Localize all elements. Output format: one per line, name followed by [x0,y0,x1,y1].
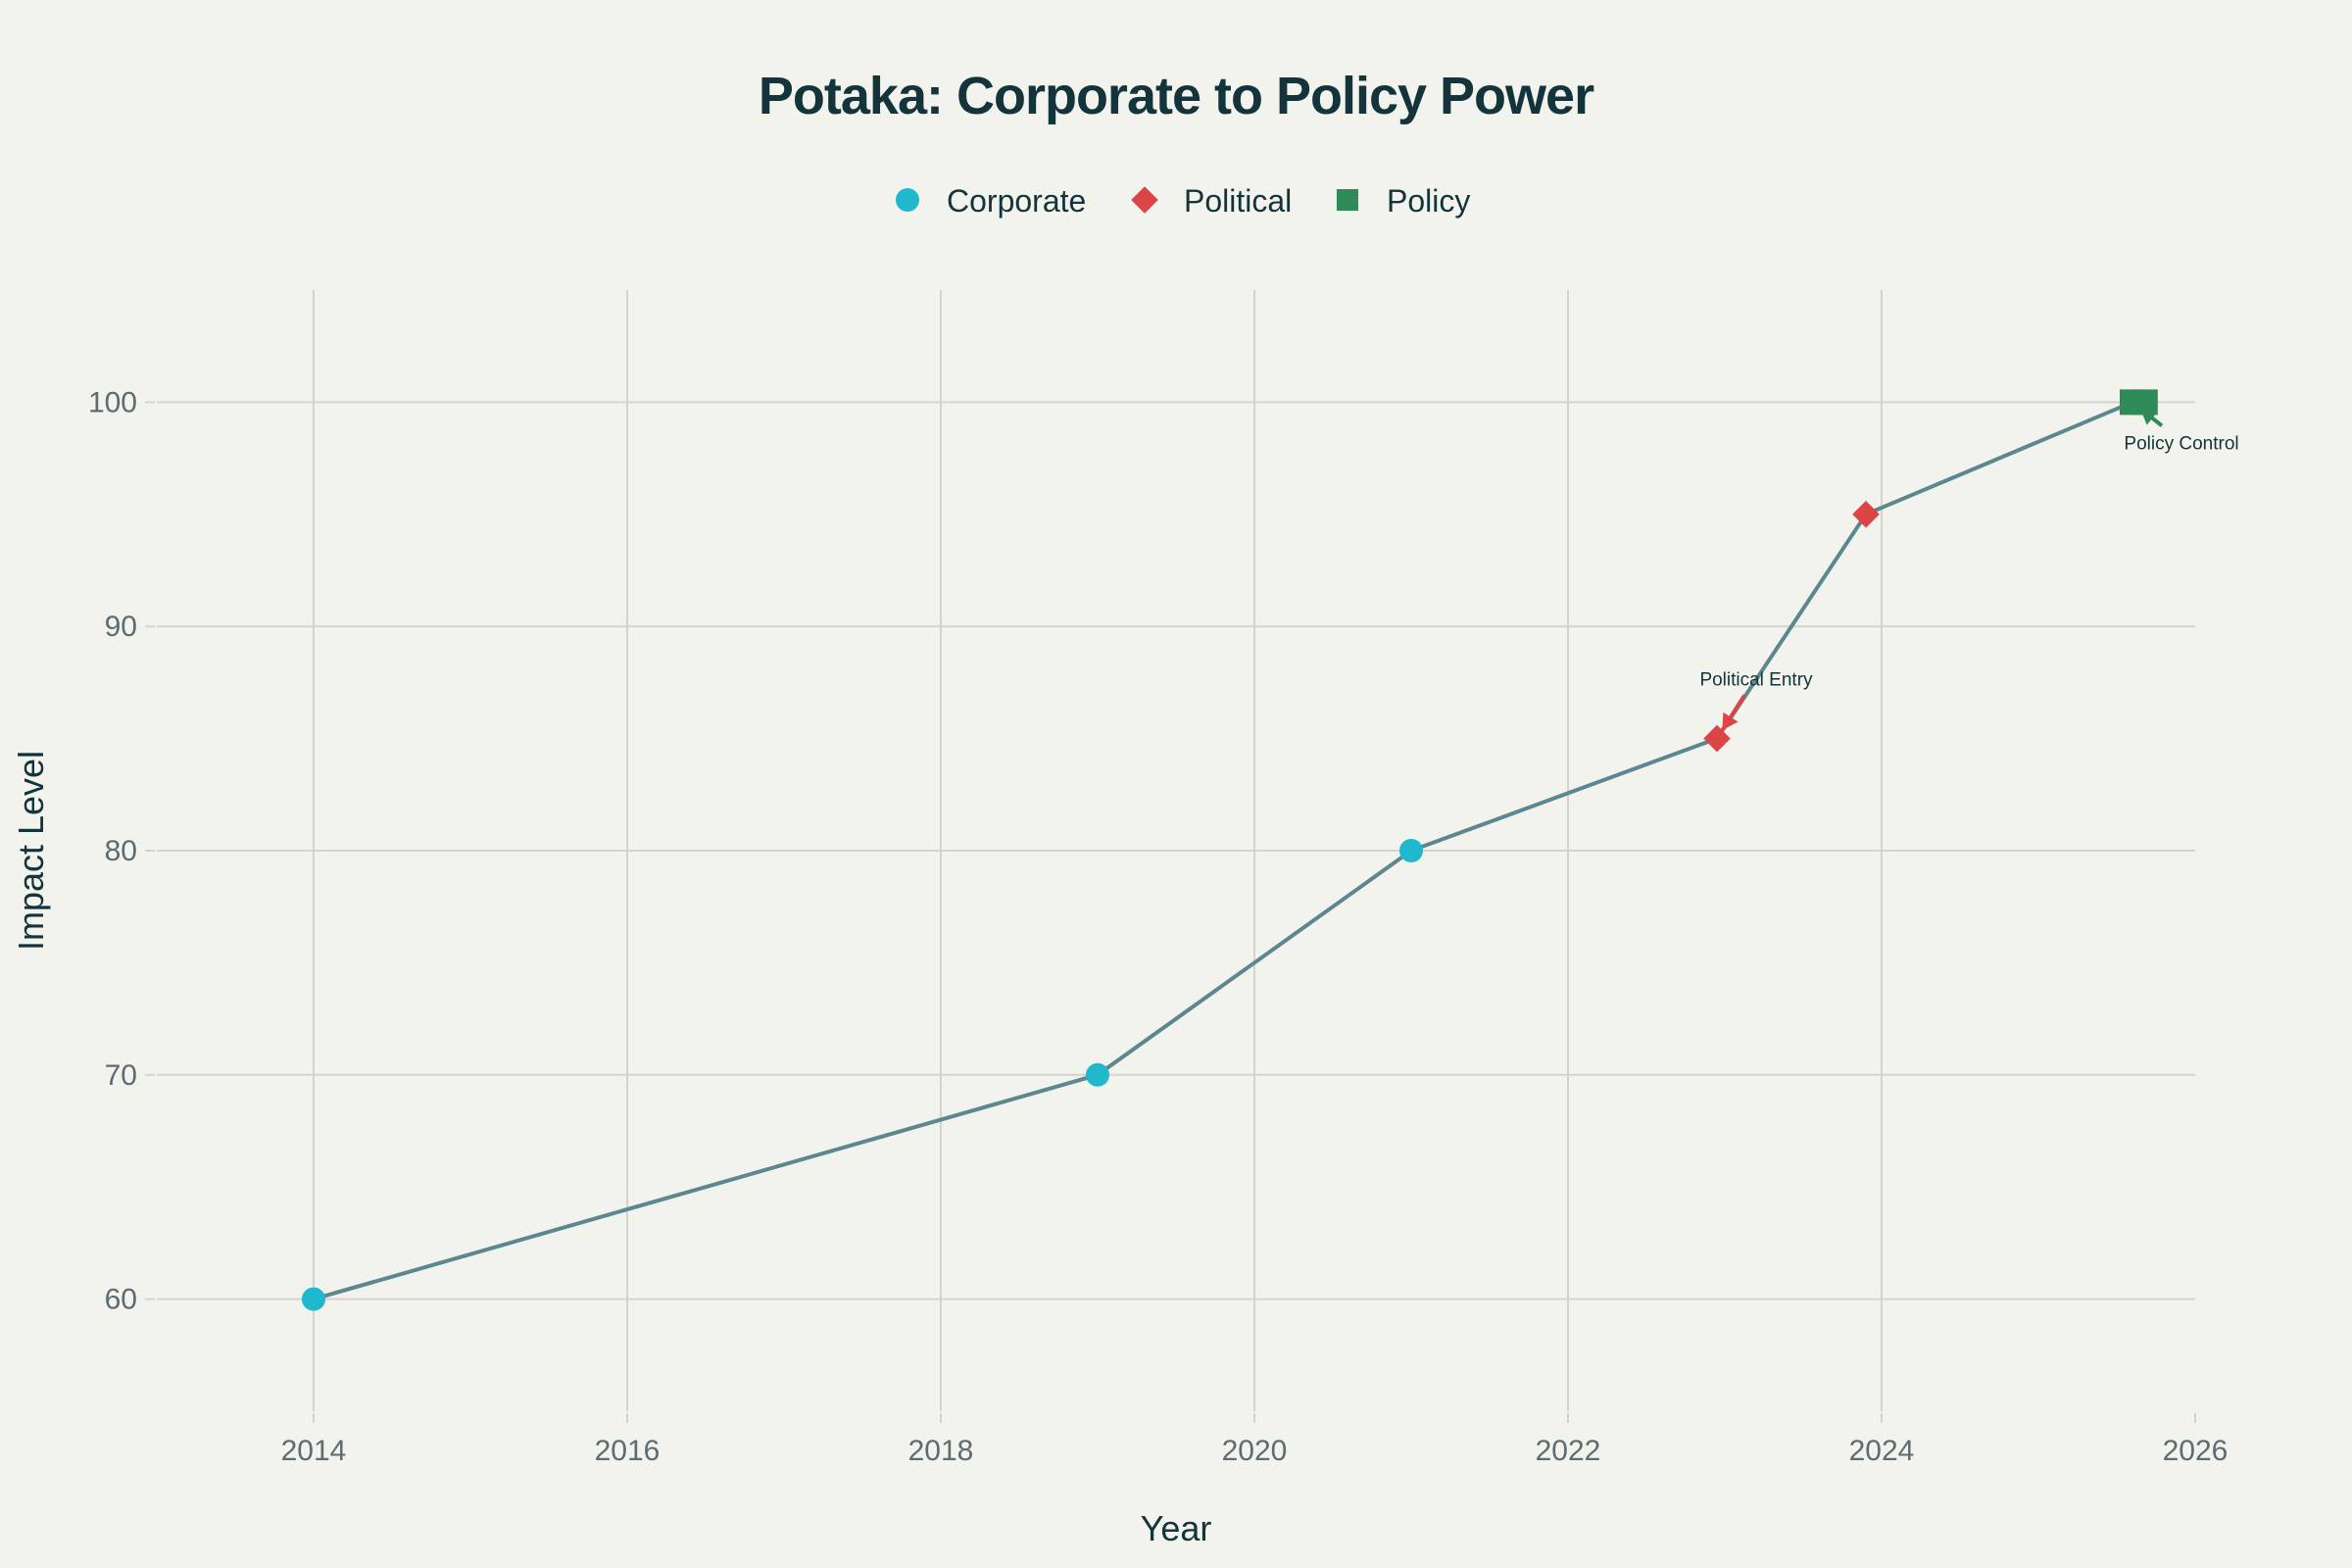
annotation-label: Political Entry [1699,670,1813,691]
data-point-corporate [1399,839,1423,862]
y-tick-label: 80 [105,835,137,867]
x-tick-label: 2022 [1536,1435,1601,1467]
legend-label: Policy [1387,183,1470,219]
legend-item-political: Political [1131,183,1292,219]
data-point-corporate [302,1287,325,1311]
legend-marker-circle-icon [896,188,919,212]
x-tick-label: 2024 [1849,1435,1915,1467]
y-axis-ticks: 60 70 80 90 100 [88,386,155,1316]
x-tick-label: 2016 [595,1435,661,1467]
y-axis-title: Impact Level [11,751,51,951]
annotation-label: Policy Control [2124,433,2238,454]
legend: Corporate Political Policy [896,183,1470,219]
annotation-arrowhead [1722,711,1739,731]
data-point-political [1703,724,1731,753]
annotations: Political Entry Policy Control [1699,407,2239,732]
annotation: Policy Control [2124,407,2239,454]
legend-marker-square-icon [1337,189,1358,211]
legend-label: Corporate [947,183,1086,219]
x-tick-label: 2026 [2163,1435,2229,1467]
data-markers [302,389,2158,1311]
annotation: Political Entry [1699,670,1813,732]
data-point-corporate [1086,1062,1109,1087]
y-tick-label: 60 [105,1284,137,1316]
y-gridlines [157,401,2195,1300]
data-point-policy [2132,389,2158,416]
y-tick-label: 90 [105,611,137,643]
x-tick-label: 2014 [281,1435,347,1467]
x-axis-ticks: 2014 2016 2018 2020 2022 2024 2026 [281,1413,2229,1467]
legend-item-corporate: Corporate [896,183,1086,219]
x-axis-title: Year [1141,1508,1212,1548]
legend-label: Political [1184,183,1292,219]
chart-title: Potaka: Corporate to Policy Power [759,67,1594,125]
legend-marker-diamond-icon [1131,186,1158,214]
data-point-political [1852,501,1880,528]
x-tick-label: 2018 [908,1435,974,1467]
y-tick-label: 70 [105,1059,137,1092]
y-tick-label: 100 [88,386,137,418]
legend-item-policy: Policy [1337,183,1470,219]
x-tick-label: 2020 [1222,1435,1288,1467]
